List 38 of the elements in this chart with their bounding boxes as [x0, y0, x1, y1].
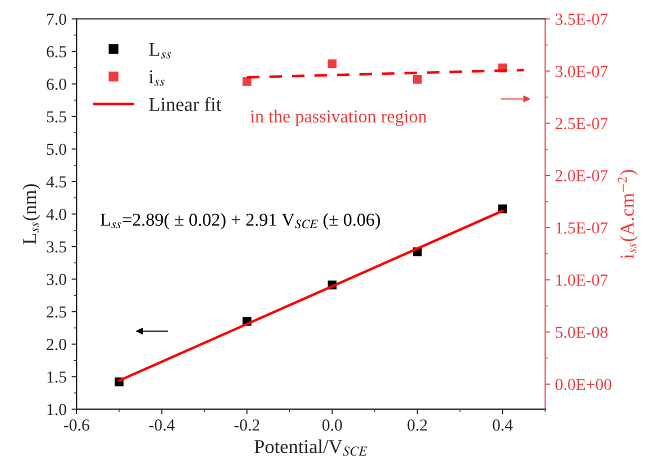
y2-tick-label: 2.5E-07: [556, 118, 608, 130]
y2-tick-label: 1.5E-07: [556, 222, 608, 234]
x-tick-label: 0.0: [322, 419, 342, 431]
y2-tick-label: 5.0E-08: [556, 326, 608, 338]
y-tick-label: 1.0: [47, 404, 66, 416]
legend-label: L$_{ss}$: [149, 43, 171, 58]
y-tick-label: 4.5: [46, 176, 66, 188]
y2-tick-label: 3.0E-07: [556, 66, 608, 78]
y-tick-label: 5.5: [46, 111, 66, 122]
point: [242, 77, 252, 86]
point: [412, 75, 422, 84]
annotation: in the passivation region: [250, 110, 427, 126]
y-tick-label: 5.0: [46, 144, 66, 156]
y2-axis-title: i$_{ss}$(A.cm$^{−2}$): [618, 170, 638, 259]
y-tick-label: 2.0: [46, 338, 66, 350]
x-tick-label: -0.6: [64, 419, 90, 431]
y2-tick-label: 1.0E-07: [556, 274, 608, 286]
legend-label: Linear fit: [149, 97, 222, 111]
y-axis-title: L$_{ss}$(nm): [22, 184, 40, 244]
y-tick-label: 2.5: [46, 306, 66, 318]
y-tick-label: 3.5: [46, 241, 66, 253]
y-tick-label: 1.5: [47, 371, 66, 383]
x-tick-label: -0.2: [234, 419, 260, 431]
y2-tick-label: 0.0E+00: [556, 378, 612, 390]
y-tick-label: 4.0: [46, 208, 66, 220]
y-tick-label: 6.0: [46, 78, 66, 90]
annotation: L$_{ss}$=2.89( ± 0.02) + 2.91 V$_{SCE}$ (± 0.06): [100, 213, 380, 230]
y-tick-label: 7.0: [47, 14, 66, 25]
x-tick-label: 0.2: [408, 419, 427, 431]
x-tick-label: -0.4: [149, 419, 175, 431]
legend-label: i$_{ss}$: [148, 70, 165, 86]
x-axis-title: Potential/V$_{SCE}$: [254, 440, 368, 456]
y-tick-label: 3.0: [46, 274, 66, 286]
y2-tick-label: 3.5E-07: [556, 14, 608, 25]
y-tick-label: 6.5: [46, 46, 66, 58]
y2-tick-label: 2.0E-07: [556, 170, 608, 182]
x-tick-label: 0.4: [492, 419, 513, 431]
point: [328, 59, 337, 68]
